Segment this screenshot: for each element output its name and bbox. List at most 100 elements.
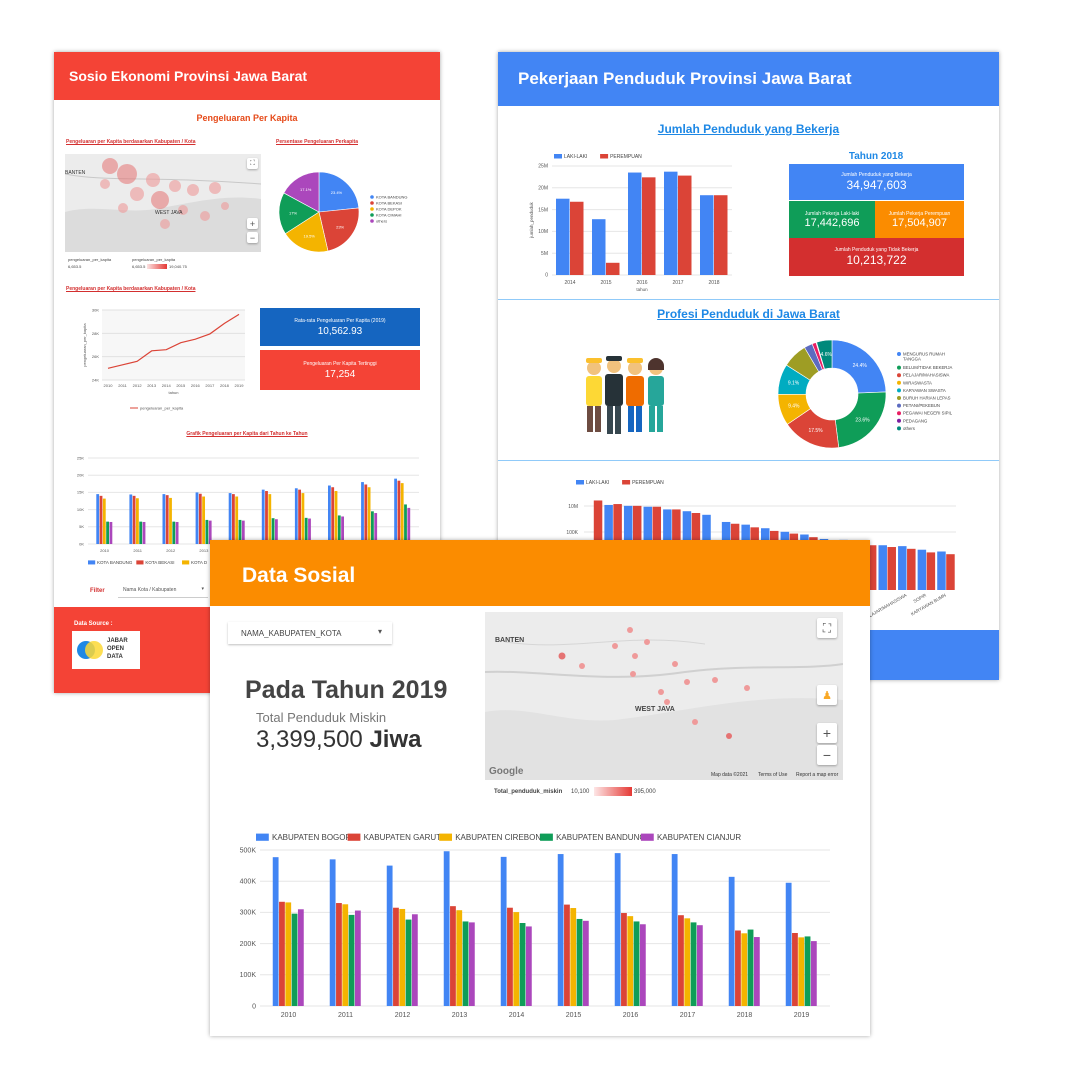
x-tick-label: 2012 <box>395 1012 411 1019</box>
y-tick-label: 26K <box>92 354 99 359</box>
legend-swatch <box>897 403 901 408</box>
map-legend-max: 19,040.75 <box>169 264 187 269</box>
legend-label: KABUPATEN BANDUNG <box>556 833 646 842</box>
bar-kota-cirebon <box>341 516 344 544</box>
bar-kabupaten-bandung <box>747 929 754 1006</box>
kpi-jobless-value: 10,213,722 <box>846 253 907 267</box>
bar-kota-cirebon <box>109 521 113 544</box>
fullscreen-icon[interactable]: ⛶ <box>247 158 258 169</box>
bar-kota-depok <box>334 491 338 544</box>
filter-dropdown[interactable]: Nama Kota / Kabupaten ▾ <box>118 583 208 598</box>
workers-title: Jumlah Penduduk yang Bekerja <box>657 122 840 136</box>
bar-perempuan <box>946 554 955 590</box>
line-chart-pengeluaran: 24K 26K 28K 30K 2010 2011 2012 2013 2014 2015 2016… <box>82 308 245 411</box>
x-tick-label: 2019 <box>235 383 245 388</box>
map-label-banten: BANTEN <box>65 170 86 176</box>
bar-kota-bandung <box>394 478 397 544</box>
panel1-title: Sosio Ekonomi Provinsi Jawa Barat <box>69 68 308 84</box>
x-tick-label: 2011 <box>118 383 127 388</box>
bar-kabupaten-cirebon <box>741 933 748 1006</box>
x-tick-label: 2017 <box>672 280 683 286</box>
bar-kota-bekasi <box>165 495 169 544</box>
pie-title: Persentase Pengeluaran Perkapita <box>276 139 358 145</box>
x-tick-label: 2013 <box>147 383 157 388</box>
bar-kota-cimahi <box>172 521 176 544</box>
bar-kota-depok <box>268 494 272 544</box>
divider-2 <box>498 460 999 461</box>
bar-kabupaten-cianjur <box>810 941 817 1006</box>
bar-kabupaten-cirebon <box>399 908 406 1006</box>
map-legend-color-label: pengeluaran_per_kapita <box>132 257 176 262</box>
bar-kabupaten-garut <box>621 913 627 1006</box>
legend-swatch <box>897 411 901 416</box>
legend-swatch <box>622 480 631 485</box>
bar-kota-cirebon <box>275 519 278 544</box>
bar-perempuan <box>867 545 877 590</box>
bar-kabupaten-garut <box>678 915 684 1006</box>
legend-label: KABUPATEN GARUT <box>364 833 442 842</box>
profession-title: Profesi Penduduk di Jawa Barat <box>657 307 840 321</box>
legend-label: KOTA BEKASI <box>376 200 402 205</box>
panel3-header: Data Sosial <box>210 540 870 606</box>
legend-swatch <box>897 418 901 423</box>
map-footer-terms[interactable]: Terms of Use <box>758 772 788 778</box>
bar-kabupaten-bogor <box>386 865 393 1006</box>
bar-kota-cirebon <box>374 513 378 544</box>
kpi-total-label: Jumlah Penduduk yang Bekerja <box>841 172 912 178</box>
bar-perempuan <box>570 201 584 275</box>
data-source-label: Data Source : <box>74 621 113 627</box>
bar-perempuan <box>606 262 620 275</box>
legend-swatch <box>256 833 269 841</box>
map-pengeluaran[interactable]: BANTEN WEST JAVA ⛶ + − <box>65 154 261 252</box>
map-legend-min: 6,653.5 <box>68 264 82 269</box>
bar-kota-bekasi <box>198 493 202 544</box>
kabupaten-dropdown[interactable]: NAMA_KABUPATEN_KOTA ▾ <box>228 622 392 644</box>
slice-value-label: 23.4% <box>331 190 343 195</box>
y-tick-label: 28K <box>92 331 99 336</box>
bar-kota-bekasi <box>298 489 301 544</box>
slice-others <box>816 339 833 370</box>
bar-kota-bekasi <box>99 495 103 544</box>
legend-label: pengeluaran_per_kapita <box>140 406 184 411</box>
bar-kota-depok <box>367 487 371 544</box>
map-penduduk-miskin[interactable]: BANTEN WEST JAVA ⛶ ♟ + − Google Map data… <box>485 612 843 780</box>
x-tick-label: 2018 <box>708 280 719 286</box>
zoom-out-icon[interactable]: − <box>247 232 258 243</box>
map-footer-report[interactable]: Report a map error <box>796 772 839 778</box>
legend-label: KABUPATEN CIANJUR <box>657 833 741 842</box>
bar-kabupaten-bandung <box>690 922 697 1006</box>
y-axis-title: pengeluaran_per_kapita <box>82 323 87 367</box>
x-tick-label: 2015 <box>600 280 611 286</box>
slice-value-label: 17.5% <box>808 428 823 434</box>
y-tick-label: 15M <box>538 207 548 213</box>
bar-kabupaten-bogor <box>329 859 336 1006</box>
jabar-open-data-logo: JABAR OPEN DATA <box>72 631 140 669</box>
panel3-title: Data Sosial <box>242 564 356 587</box>
bar-kabupaten-garut <box>792 932 798 1006</box>
panel2-title: Pekerjaan Penduduk Provinsi Jawa Barat <box>518 69 852 88</box>
poor-label: Total Penduduk Miskin <box>256 710 387 725</box>
bar-kota-bekasi <box>265 491 268 544</box>
y-tick-label: 100K <box>566 530 578 536</box>
bar-kabupaten-bogor <box>614 853 621 1006</box>
zoom-out-icon[interactable]: − <box>817 745 837 765</box>
legend-label: KOTA BANDUNG <box>97 560 133 565</box>
bar-perempuan <box>714 195 728 275</box>
pegman-icon[interactable]: ♟ <box>817 685 837 705</box>
legend-swatch <box>370 195 374 199</box>
bar-kota-bandung <box>129 494 133 544</box>
chevron-down-icon: ▾ <box>377 627 382 636</box>
legend-label: BURUH HARIAN LEPAS <box>903 396 951 401</box>
bar-kabupaten-bogor <box>272 857 279 1006</box>
bar-kota-cirebon <box>308 518 311 544</box>
map-legend-min-3: 10,100 <box>571 789 590 795</box>
zoom-in-icon[interactable]: + <box>817 723 837 743</box>
slice-value-label: 17.1% <box>300 187 312 192</box>
bar-title: Grafik Pengeluaran per Kapita dari Tahun… <box>186 431 308 437</box>
legend-label: KABUPATEN CIREBON <box>455 833 541 842</box>
bar-kota-depok <box>301 493 305 544</box>
legend-label: KOTA BANDUNG <box>376 194 408 199</box>
fullscreen-icon[interactable]: ⛶ <box>817 618 837 638</box>
zoom-in-icon[interactable]: + <box>247 218 258 229</box>
bar-kota-cimahi <box>238 519 242 544</box>
